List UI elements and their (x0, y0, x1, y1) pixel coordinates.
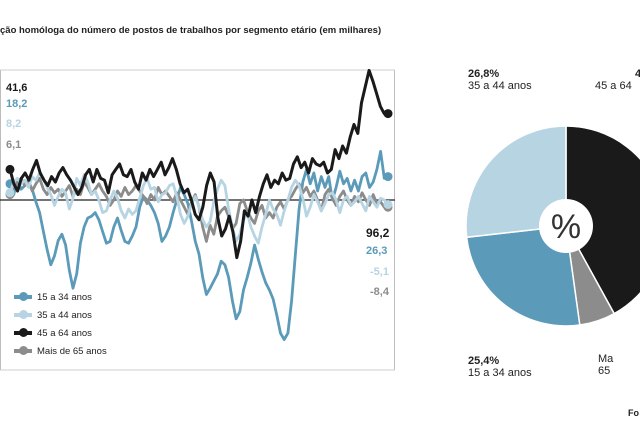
pie-label-text: 45 a 64 (595, 80, 632, 92)
series-line-s45_64 (8, 68, 388, 260)
pie-label-text: 35 a 44 anos (468, 80, 532, 92)
legend-item-65: Mais de 65 anos (14, 342, 107, 360)
pie-label-text: 15 a 34 anos (468, 367, 532, 379)
legend-swatch-15-34 (14, 292, 32, 301)
series-endpoint-s45_64 (5, 164, 15, 174)
series-endpoint-s35_44 (383, 200, 393, 209)
start-value-65: 6,1 (6, 139, 22, 151)
source-label: Fo (628, 408, 639, 418)
pie-svg: % (465, 125, 640, 327)
start-value-15-34: 18,2 (6, 98, 28, 110)
chart-title: ção homóloga do número de postos de trab… (0, 25, 382, 36)
start-value-35-44: 8,2 (6, 118, 22, 130)
end-value-15-34: 26,3 (366, 245, 388, 257)
legend-item-15-34: 15 a 34 anos (14, 288, 107, 306)
series-endpoint-s15_34 (383, 172, 393, 182)
start-value-45-64: 41,6 (6, 82, 28, 94)
pie-center-hole (539, 199, 593, 253)
line-chart (0, 68, 395, 371)
legend-swatch-35-44 (14, 310, 32, 319)
legend-label: 35 a 44 anos (37, 309, 92, 321)
series-endpoint-s35_44 (5, 188, 15, 198)
pie-label-15-34: 25,4% 15 a 34 anos (468, 355, 532, 379)
pie-chart: % (465, 125, 640, 331)
pie-slice (465, 225, 581, 327)
series-line-s35_44 (8, 171, 390, 245)
pie-label-45-64: 4 45 a 64 (595, 68, 640, 92)
end-value-65: -8,4 (370, 286, 389, 298)
pie-label-value: 25,4% (468, 355, 500, 367)
legend-swatch-45-64 (14, 328, 32, 337)
left-divider (0, 70, 1, 370)
end-value-35-44: -5,1 (370, 266, 389, 278)
pie-label-value: 26,8% (468, 68, 500, 80)
end-value-45-64: 96,2 (366, 226, 390, 240)
right-divider (394, 70, 395, 370)
legend-label: Mais de 65 anos (37, 345, 107, 357)
legend-swatch-65 (14, 346, 32, 355)
pie-label-text: Ma (598, 353, 614, 365)
legend: 15 a 34 anos 35 a 44 anos 45 a 64 anos M… (14, 288, 107, 360)
legend-label: 45 a 64 anos (37, 327, 92, 339)
pie-label-value: 4 (635, 68, 640, 80)
pie-label-35-44: 26,8% 35 a 44 anos (468, 68, 532, 92)
pie-slice (465, 125, 567, 239)
legend-item-35-44: 35 a 44 anos (14, 306, 107, 324)
legend-item-45-64: 45 a 64 anos (14, 324, 107, 342)
series-endpoint-s45_64 (383, 109, 393, 119)
series-line-s15_34 (8, 149, 389, 341)
pie-center-percent: % (551, 208, 581, 246)
pie-label-text: 65 (598, 365, 611, 377)
legend-label: 15 a 34 anos (37, 291, 92, 303)
pie-label-65: Ma 65 (598, 353, 613, 377)
